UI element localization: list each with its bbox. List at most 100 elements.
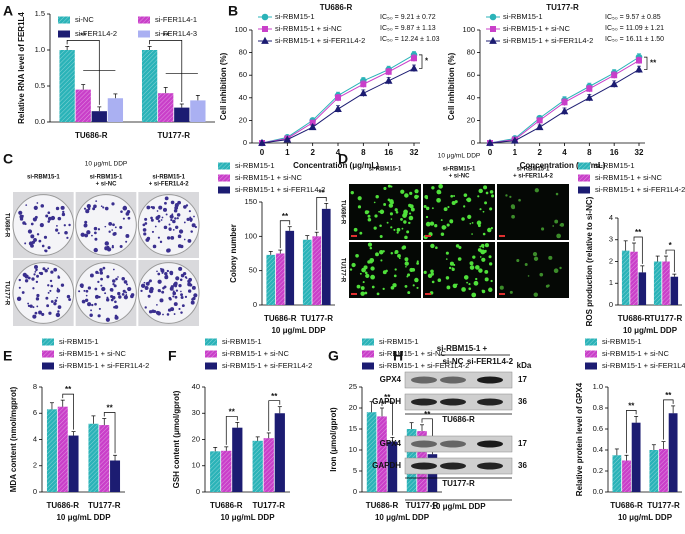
cell <box>477 195 480 198</box>
colony <box>105 317 110 322</box>
colony <box>100 277 103 281</box>
error-bar <box>369 401 374 413</box>
colony <box>83 289 86 292</box>
column-label: si-RBM15-1 <box>90 175 123 181</box>
cell <box>484 201 488 205</box>
micrograph <box>349 184 421 240</box>
x-tick-label: 2 <box>537 148 542 157</box>
colony <box>106 247 112 252</box>
error-bar <box>60 399 65 407</box>
colony <box>99 268 103 272</box>
cell <box>539 272 544 277</box>
cell <box>430 243 435 249</box>
column-label: si-RBM15-1 <box>443 167 476 173</box>
bar <box>659 448 668 492</box>
colony <box>171 213 174 216</box>
colony <box>127 286 132 292</box>
bar <box>274 413 285 492</box>
bar <box>141 50 158 122</box>
cell <box>511 214 515 219</box>
x-axis-label: 10 μg/mL DDP <box>220 513 275 522</box>
cell <box>446 223 450 227</box>
colony <box>66 294 71 299</box>
x-tick-label: TU686-R <box>610 501 643 510</box>
legend-swatch <box>58 16 70 24</box>
colony <box>104 206 109 211</box>
colony <box>22 221 26 225</box>
error-bar <box>651 444 656 450</box>
cell <box>491 194 495 198</box>
bar <box>107 98 124 122</box>
colony <box>156 304 158 306</box>
cell <box>469 261 474 266</box>
cell <box>360 291 365 296</box>
cell <box>385 269 388 273</box>
protein-label: GAPDH <box>372 397 401 406</box>
colony <box>146 205 151 210</box>
cell <box>445 251 449 255</box>
cell <box>370 274 375 280</box>
colony <box>185 204 189 207</box>
point <box>561 99 568 106</box>
cell <box>471 292 477 298</box>
bar <box>46 409 57 492</box>
cell <box>404 193 409 198</box>
colony <box>147 294 151 298</box>
legend-swatch <box>362 362 374 370</box>
bar <box>670 276 679 305</box>
colony <box>18 278 21 282</box>
x-axis-label: 10 μg/mL DDP <box>618 513 673 522</box>
colony <box>177 234 182 239</box>
colony <box>94 231 97 235</box>
colony <box>162 207 168 212</box>
legend-label: si-RBM15-1 + si-NC <box>595 173 662 182</box>
y-tick-label: 5 <box>353 466 357 475</box>
colony <box>98 295 101 299</box>
cell <box>383 186 387 191</box>
cell <box>490 227 493 230</box>
point <box>384 76 393 84</box>
cell <box>402 213 407 218</box>
error-bar <box>213 447 218 452</box>
error-bar <box>65 46 70 50</box>
bar <box>190 100 206 122</box>
cell <box>437 278 442 283</box>
panel-letter: D <box>338 151 348 167</box>
cell <box>488 262 493 266</box>
colony <box>159 298 164 303</box>
blot-band <box>477 462 503 470</box>
colony <box>104 225 107 228</box>
cell <box>390 226 393 229</box>
significance-bracket <box>633 236 643 264</box>
bar <box>57 406 68 492</box>
cell <box>482 210 485 213</box>
colony <box>187 238 192 243</box>
colony <box>38 239 42 243</box>
colony <box>121 292 125 296</box>
annotation: IC₅₀ = 9.21 ± 0.72 <box>380 14 436 21</box>
cell <box>395 210 399 214</box>
colony <box>166 269 170 273</box>
colony <box>156 270 158 273</box>
colony <box>140 283 146 288</box>
colony <box>36 202 39 204</box>
colony <box>64 230 68 235</box>
y-tick-label: 25 <box>349 382 357 391</box>
cell <box>402 245 407 250</box>
bar <box>263 438 274 492</box>
error-bar <box>278 249 283 254</box>
colony <box>68 298 72 301</box>
panel-letter: G <box>328 348 339 364</box>
bar <box>621 250 630 305</box>
legend-swatch <box>42 338 54 346</box>
colony <box>33 264 38 269</box>
colony <box>104 292 107 295</box>
y-tick-label: 0.4 <box>593 445 603 454</box>
point <box>510 136 519 144</box>
cell <box>468 287 472 291</box>
colony <box>150 216 153 220</box>
colony <box>89 273 94 278</box>
cell <box>534 188 539 193</box>
x-tick-label: 1 <box>513 148 518 157</box>
